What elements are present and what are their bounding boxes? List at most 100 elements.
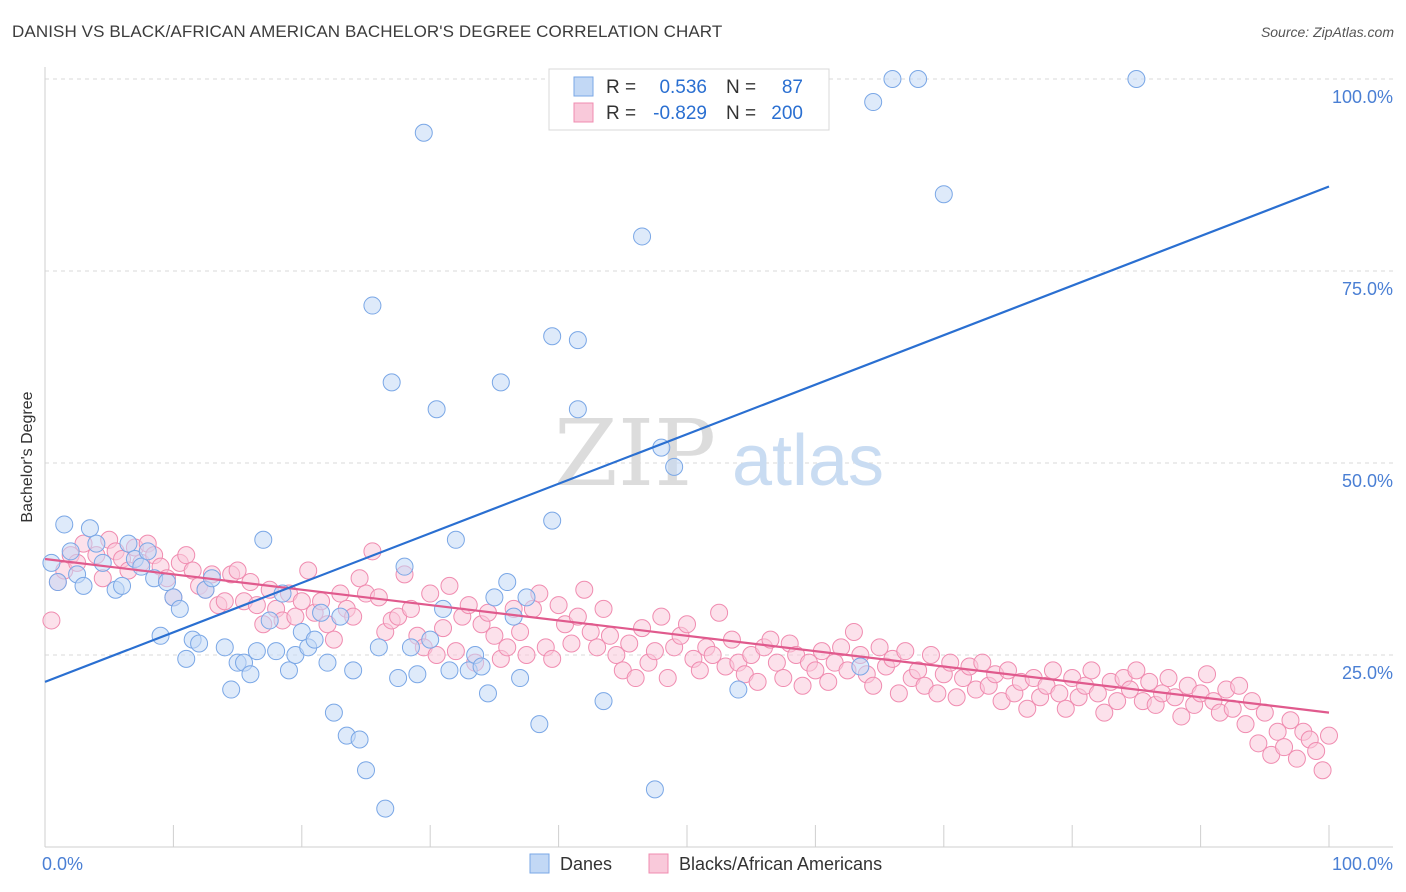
blacks-point-82 [575,580,594,599]
trend-line-danes [44,185,1330,683]
blacks-point-28 [228,561,247,580]
blacks-point-80 [562,634,581,653]
danes-point-83 [851,657,870,676]
danes-point-68 [498,573,517,592]
blacks-point-132 [896,642,915,661]
blacks-point-61 [440,576,459,595]
blacks-point-87 [607,646,626,664]
danes-point-87 [934,185,953,204]
blacks-point-113 [774,669,793,688]
stats-r-value-danes: 0.536 [659,77,707,98]
blacks-point-137 [928,684,947,703]
blacks-point-184 [1230,676,1249,695]
stats-r-label-danes: R = [606,77,636,98]
blacks-point-73 [517,646,536,664]
blacks-point-98 [678,615,696,634]
blacks-point-131 [889,684,908,703]
danes-point-25 [215,638,234,657]
blacks-point-186 [1242,692,1261,711]
blacks-point-112 [767,653,786,672]
danes-point-40 [312,603,331,622]
legend-swatch-blacks [648,853,669,874]
y-tick-label-0: 25.0% [1342,663,1393,683]
y-tick-label-1: 50.0% [1342,471,1393,491]
blacks-point-84 [588,638,607,657]
danes-point-82 [729,680,748,699]
danes-point-48 [363,296,382,315]
danes-point-71 [517,588,536,607]
blacks-point-185 [1236,715,1255,734]
stats-n-value-blacks: 200 [771,103,803,124]
danes-point-19 [170,599,189,618]
danes-point-78 [633,227,652,246]
danes-point-86 [909,70,928,88]
blacks-point-168 [1127,661,1146,680]
chart-title: DANISH VS BLACK/AFRICAN AMERICAN BACHELO… [12,22,723,41]
danes-point-60 [440,661,459,680]
danes-point-72 [530,715,549,734]
blacks-point-93 [645,642,664,661]
danes-point-55 [408,665,427,684]
blacks-point-179 [1198,665,1217,684]
blacks-point-89 [620,634,639,653]
x-tick-label-1: 100.0% [1332,854,1393,874]
blacks-point-85 [594,599,613,618]
danes-point-33 [267,642,286,661]
blacks-point-163 [1095,703,1114,722]
blacks-point-165 [1108,692,1127,711]
blacks-point-191 [1275,738,1294,757]
blacks-point-140 [947,688,966,707]
danes-point-42 [324,703,343,722]
danes-point-53 [395,557,414,576]
blacks-point-155 [1043,661,1062,680]
blacks-point-58 [421,584,440,603]
danes-point-8 [93,553,112,572]
danes-point-10 [113,576,132,595]
blacks-point-55 [401,599,420,618]
danes-point-7 [87,534,106,553]
blacks-point-197 [1313,761,1332,780]
blacks-point-62 [446,642,465,661]
blacks-point-90 [626,669,645,688]
danes-point-2 [55,515,74,534]
danes-point-73 [543,511,562,530]
blacks-point-196 [1307,742,1326,760]
blacks-point-156 [1050,684,1069,703]
danes-point-56 [414,123,433,142]
blacks-point-43 [324,630,343,649]
blacks-point-128 [870,638,889,657]
danes-point-88 [1127,70,1146,88]
danes-point-49 [369,638,388,657]
danes-point-11 [119,534,138,553]
danes-point-59 [434,599,453,618]
blacks-point-161 [1082,661,1101,680]
blacks-point-68 [485,626,504,645]
blacks-point-175 [1172,707,1191,726]
danes-point-26 [222,680,241,699]
blacks-point-47 [350,569,369,588]
danes-point-70 [511,669,530,688]
danes-point-43 [331,607,350,626]
blacks-point-70 [498,638,517,657]
stats-n-label-blacks: N = [726,103,756,124]
danes-point-67 [491,373,510,392]
blacks-point-95 [658,669,677,688]
danes-point-79 [645,780,664,799]
blacks-point-187 [1249,734,1268,753]
danes-point-77 [594,692,613,711]
danes-point-31 [254,530,273,549]
blacks-point-26 [215,592,234,611]
danes-point-65 [478,684,497,703]
danes-point-30 [247,642,266,661]
blacks-point-151 [1018,699,1037,718]
blacks-point-39 [299,561,318,580]
blacks-point-20 [177,546,196,565]
stats-legend-box [548,68,830,131]
danes-point-58 [427,400,446,419]
danes-point-3 [61,542,80,561]
danes-point-6 [80,519,99,538]
danes-point-51 [382,373,401,392]
blacks-point-37 [286,607,305,626]
blacks-point-91 [633,619,652,638]
y-tick-label-3: 100.0% [1332,87,1393,107]
